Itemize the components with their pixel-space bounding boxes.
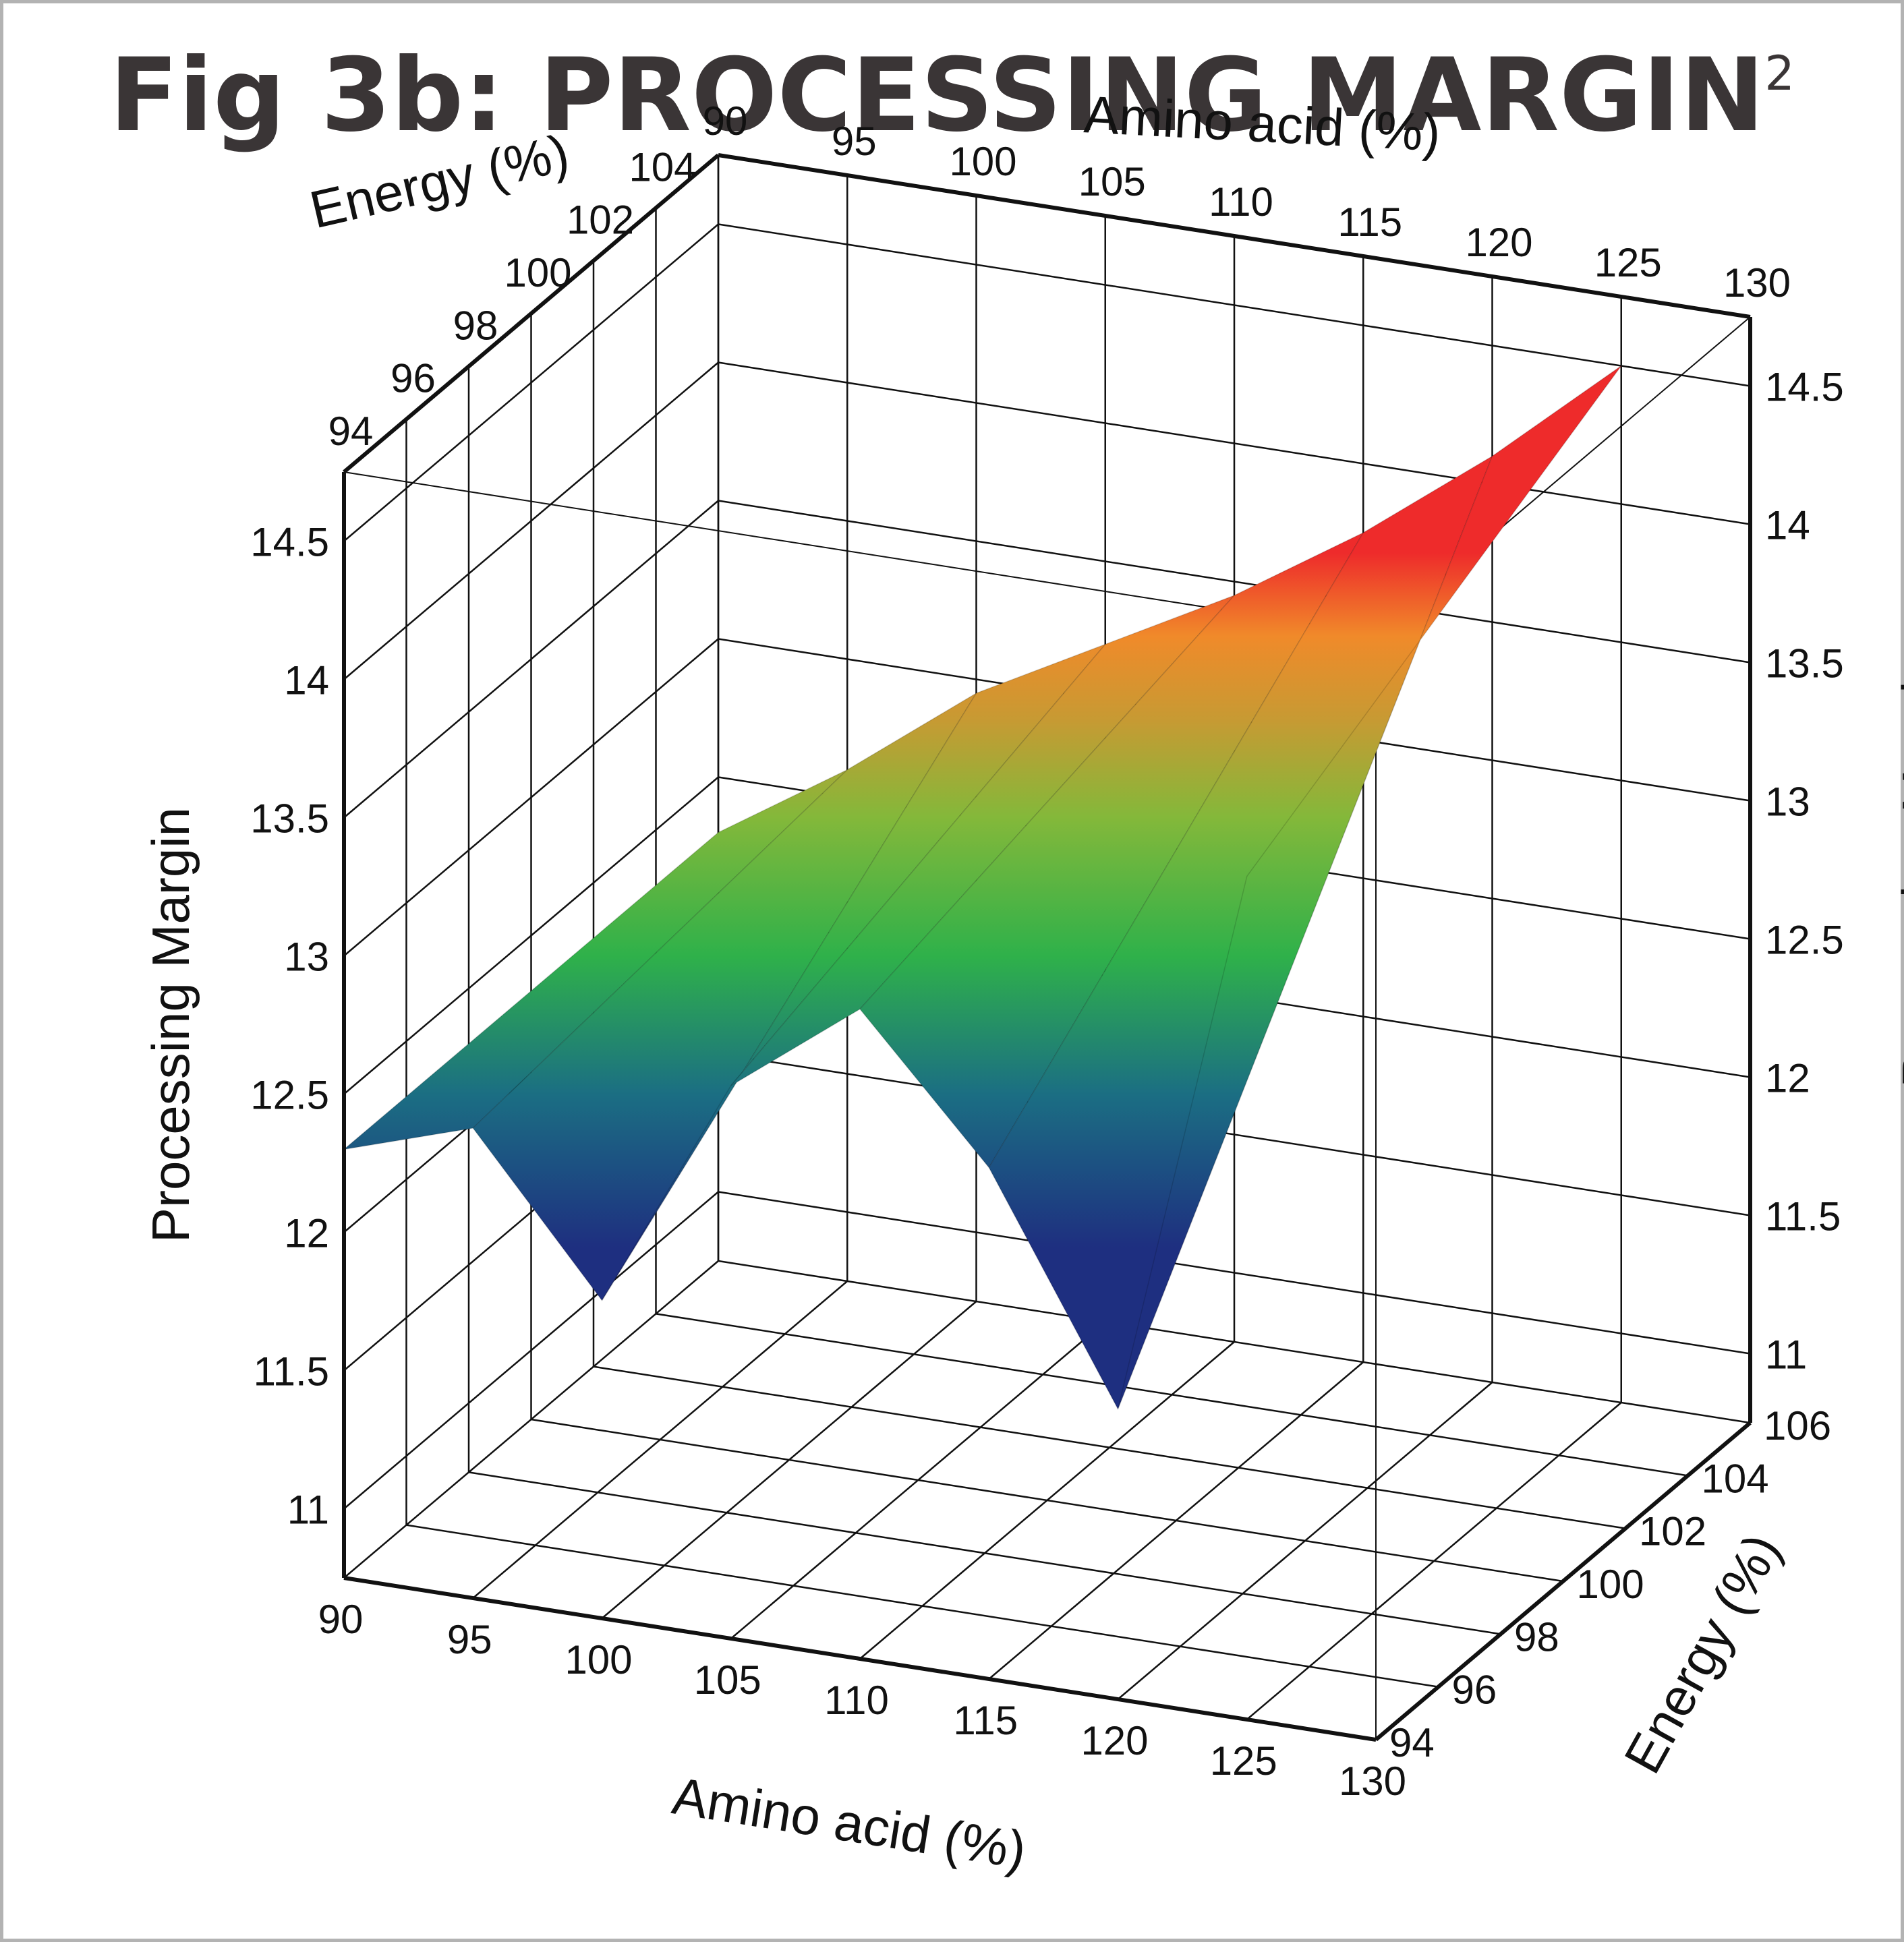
y-tick-label: 94	[1389, 1720, 1435, 1765]
x-tick-label: 115	[953, 1698, 1018, 1743]
y-tick-label: 106	[1764, 1403, 1831, 1448]
y-axis-top	[343, 153, 720, 474]
z-axis-title-right: Processing Margin	[1891, 652, 1904, 1088]
z-tick-label: 11.5	[254, 1349, 329, 1394]
tick-labels: 90 95 100 105 110 115 120 125 130 90 95 100 105 110 11…	[250, 98, 1844, 1804]
y-tick-label-top: 102	[567, 198, 634, 243]
x-tick-label-top: 95	[832, 119, 877, 164]
x-tick-label: 125	[1210, 1738, 1277, 1784]
x-axis-title: Amino acid (%)	[668, 1766, 1030, 1881]
y-axis-right	[1375, 1421, 1752, 1742]
x-tick-label: 105	[694, 1657, 761, 1703]
z-tick-label: 14	[284, 658, 329, 703]
surface-patch	[1117, 365, 1622, 1409]
chart-title: Fig 3b: PROCESSING MARGIN2	[0, 35, 1904, 156]
floor-gridline-energy	[531, 1418, 1563, 1583]
z-tick-label: 12.5	[250, 1073, 329, 1118]
left-wall-gridline-margin	[343, 223, 719, 542]
x-tick-label: 130	[1339, 1759, 1406, 1804]
left-wall-gridline-margin	[343, 361, 719, 680]
z-tick-label-right: 11.5	[1765, 1194, 1841, 1239]
left-wall-gridline-margin	[343, 500, 719, 819]
y-tick-label-top: 104	[629, 144, 696, 189]
z-tick-label-right: 13.5	[1765, 641, 1844, 686]
title-footnote-marker: 2	[1764, 46, 1795, 101]
z-tick-label: 11	[287, 1488, 329, 1533]
z-tick-label-right: 11	[1765, 1332, 1807, 1378]
chart-title-text: Fig 3b: PROCESSING MARGIN	[109, 37, 1765, 154]
z-tick-label: 13	[284, 935, 329, 980]
z-tick-label-right: 12	[1765, 1056, 1810, 1101]
x-tick-label-top: 115	[1337, 200, 1402, 245]
axes	[342, 153, 1752, 1742]
back-wall-gridline-margin	[718, 223, 1751, 387]
z-tick-label-right: 12.5	[1765, 918, 1844, 963]
x-axis-front	[343, 1576, 1377, 1742]
back-wall-gridline-margin	[718, 361, 1751, 525]
floor-gridline-energy	[656, 1313, 1688, 1477]
x-tick-label-top: 105	[1078, 159, 1146, 204]
z-tick-label: 13.5	[250, 796, 329, 842]
x-tick-label: 95	[447, 1617, 492, 1662]
left-wall-gridline-margin	[343, 776, 719, 1095]
z-tick-label-right: 13	[1765, 779, 1810, 825]
y-tick-label-top: 96	[391, 356, 436, 401]
x-tick-label: 90	[318, 1597, 364, 1642]
x-tick-label: 120	[1080, 1718, 1148, 1763]
x-tick-label-top: 100	[949, 139, 1016, 184]
floor-gridline-energy	[468, 1471, 1501, 1635]
floor-gridline-energy	[406, 1524, 1439, 1688]
x-tick-label-top: 130	[1723, 260, 1791, 305]
y-tick-label-top: 98	[453, 303, 498, 348]
x-tick-label-top: 125	[1594, 240, 1662, 285]
z-axis-title: Processing Margin	[141, 807, 200, 1243]
z-tick-label: 14.5	[250, 520, 329, 565]
x-tick-label-top: 120	[1465, 220, 1532, 265]
x-axis-title-top: Amino acid (%)	[1083, 84, 1442, 163]
y-axis-title-top: Energy (%)	[304, 123, 574, 240]
floor-grid	[343, 1260, 1751, 1741]
x-tick-label: 110	[824, 1678, 889, 1723]
z-tick-label-right: 14.5	[1765, 365, 1844, 410]
back-wall-gridline-margin	[718, 1053, 1751, 1216]
left-wall-gridline-margin	[343, 638, 719, 957]
y-tick-label-top: 94	[328, 409, 374, 454]
x-tick-label-top: 110	[1209, 179, 1273, 225]
z-tick-label-right: 14	[1765, 503, 1810, 548]
back-wall-gridline-margin	[718, 1191, 1751, 1355]
y-tick-label: 98	[1514, 1614, 1559, 1659]
left-wall-gridline-margin	[343, 1191, 719, 1510]
floor-gridline-energy	[593, 1365, 1626, 1529]
y-tick-label-top: 100	[504, 250, 571, 295]
x-tick-label: 100	[565, 1637, 632, 1682]
x-tick-label-top: 90	[703, 98, 748, 144]
x-axis-top	[718, 153, 1751, 319]
y-tick-label: 102	[1639, 1509, 1706, 1554]
y-tick-label: 104	[1702, 1456, 1769, 1501]
margin-surface	[342, 365, 1622, 1411]
z-tick-label: 12	[284, 1211, 329, 1256]
box-edge-top-front	[343, 471, 1377, 635]
y-tick-label: 96	[1452, 1668, 1497, 1713]
back-wall-gridline-margin	[718, 500, 1751, 664]
y-tick-label: 100	[1577, 1562, 1644, 1607]
